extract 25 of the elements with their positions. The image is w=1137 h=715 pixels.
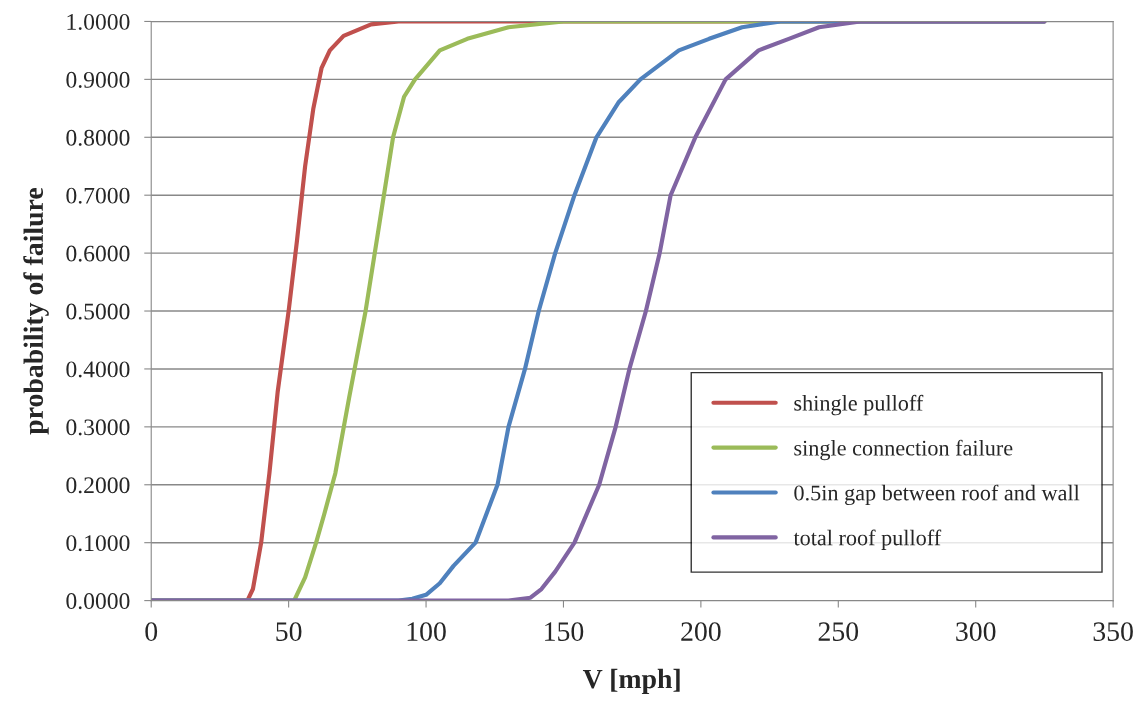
y-tick-label: 0.0000 (66, 593, 130, 610)
x-tick-label: 250 (818, 622, 859, 641)
legend-label: shingle pulloff (794, 394, 924, 416)
legend-label: total roof pulloff (793, 529, 942, 550)
y-tick-label: 0.8000 (66, 129, 130, 146)
y-tick-label: 0.4000 (66, 361, 130, 378)
x-tick-label: 200 (681, 622, 721, 641)
x-axis-title: V [mph] (582, 668, 680, 695)
y-tick-label: 0.9000 (66, 71, 130, 88)
legend-label: 0.5in gap between roof and wall (794, 484, 1080, 506)
y-tick-label: 0.7000 (66, 187, 130, 204)
x-tick-label: 100 (407, 622, 446, 641)
x-tick-label: 50 (276, 622, 302, 641)
x-tick-label: 300 (956, 622, 996, 641)
y-tick-label: 0.5000 (66, 303, 130, 320)
x-tick-label: 150 (545, 622, 584, 641)
y-tick-label: 1.0000 (67, 13, 130, 30)
y-axis-title: probability of failure (23, 188, 49, 435)
legend-label: single connection failure (794, 439, 1013, 461)
y-tick-label: 0.2000 (66, 477, 130, 494)
y-tick-label: 0.3000 (66, 419, 130, 436)
x-tick-label: 350 (1093, 622, 1133, 641)
x-tick-label: 0 (145, 622, 158, 641)
y-tick-label: 0.6000 (66, 245, 130, 262)
y-tick-label: 0.1000 (66, 535, 130, 552)
